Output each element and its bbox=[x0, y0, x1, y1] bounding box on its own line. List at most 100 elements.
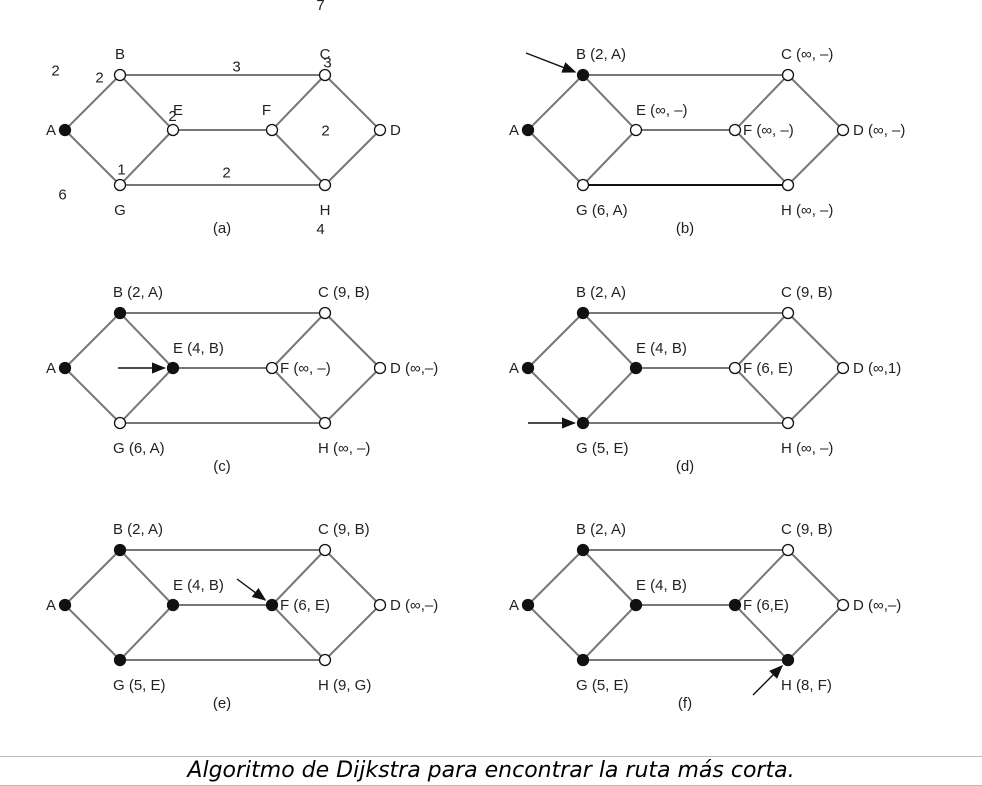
node-A bbox=[521, 361, 535, 375]
panel-f: A B (2, A) C (9, B) D (∞,–) E (4, B) F (6,E) G… bbox=[509, 521, 901, 712]
edge-weight-H-D: 2 bbox=[321, 123, 329, 140]
edge-weight-A-B: 2 bbox=[51, 63, 59, 80]
node-label-F: F (6, E) bbox=[280, 597, 330, 614]
node-F bbox=[265, 361, 279, 375]
edge-G-E bbox=[119, 367, 174, 424]
edge-A-B bbox=[527, 312, 584, 369]
node-D bbox=[836, 123, 850, 137]
edge-C-D bbox=[787, 549, 844, 606]
edge-weight-G-H: 4 bbox=[316, 221, 324, 238]
node-label-C: C (9, B) bbox=[781, 521, 833, 538]
node-A bbox=[58, 361, 72, 375]
edge-C-D bbox=[787, 74, 844, 131]
node-F bbox=[728, 361, 742, 375]
edge-B-E bbox=[119, 549, 174, 606]
edge-G-E bbox=[119, 129, 174, 186]
node-C bbox=[318, 68, 332, 82]
edge-weight-C-D: 3 bbox=[323, 55, 331, 72]
node-label-A: A bbox=[509, 360, 519, 377]
edge-weight-B-C: 7 bbox=[316, 0, 324, 14]
node-A bbox=[58, 123, 72, 137]
node-G bbox=[576, 178, 590, 192]
edge-F-C bbox=[734, 312, 789, 369]
edge-A-B bbox=[527, 549, 584, 606]
node-label-D: D (∞,–) bbox=[853, 597, 901, 614]
node-label-H: H (∞, –) bbox=[781, 202, 833, 219]
edge-G-E bbox=[119, 604, 174, 661]
node-H bbox=[318, 653, 332, 667]
node-F bbox=[728, 598, 742, 612]
node-label-B: B (2, A) bbox=[113, 521, 163, 538]
node-label-C: C (9, B) bbox=[318, 521, 370, 538]
edge-G-E bbox=[582, 367, 637, 424]
edge-F-C bbox=[271, 549, 326, 606]
node-C bbox=[781, 68, 795, 82]
node-label-D: D (∞,–) bbox=[390, 360, 438, 377]
node-D bbox=[373, 598, 387, 612]
node-label-H: H (9, G) bbox=[318, 677, 371, 694]
node-label-F: F (∞, –) bbox=[280, 360, 331, 377]
node-label-A: A bbox=[509, 122, 519, 139]
node-label-G: G bbox=[114, 202, 126, 219]
node-label-E: E (4, B) bbox=[173, 577, 224, 594]
edge-H-D bbox=[324, 129, 381, 186]
node-label-F: F bbox=[262, 102, 271, 119]
panel-d: A B (2, A) C (9, B) D (∞,1) E (4, B) F (6, E)… bbox=[509, 284, 901, 475]
node-label-D: D (∞,–) bbox=[390, 597, 438, 614]
edge-B-E bbox=[119, 74, 174, 131]
node-label-A: A bbox=[509, 597, 519, 614]
figure-caption: Algoritmo de Dijkstra para encontrar la … bbox=[187, 758, 795, 783]
panel-a: 2 6 7 2 1 2 3 2 3 2 4 A B C D E F G H (a) bbox=[46, 0, 401, 238]
current-node-arrow bbox=[525, 52, 577, 73]
node-label-G: G (6, A) bbox=[576, 202, 628, 219]
edge-A-G bbox=[64, 367, 121, 424]
node-label-G: G (5, E) bbox=[113, 677, 166, 694]
node-label-E: E (4, B) bbox=[636, 340, 687, 357]
edge-A-G bbox=[64, 129, 121, 186]
edge-H-D bbox=[787, 129, 844, 186]
node-A bbox=[521, 598, 535, 612]
node-E bbox=[629, 361, 643, 375]
edge-B-E bbox=[119, 312, 174, 369]
node-E bbox=[629, 123, 643, 137]
current-node-arrow bbox=[236, 578, 267, 601]
dijkstra-figure: 2 6 7 2 1 2 3 2 3 2 4 A B C D E F G H (a) A B (2, A) C (∞, –) D… bbox=[46, 0, 905, 712]
node-F bbox=[265, 123, 279, 137]
node-label-B: B (2, A) bbox=[576, 521, 626, 538]
node-label-B: B (2, A) bbox=[576, 46, 626, 63]
node-H bbox=[781, 653, 795, 667]
node-label-G: G (6, A) bbox=[113, 440, 165, 457]
edge-F-C bbox=[734, 549, 789, 606]
node-C bbox=[781, 543, 795, 557]
node-H bbox=[781, 416, 795, 430]
edge-H-D bbox=[324, 367, 381, 424]
edge-F-C bbox=[734, 74, 789, 131]
node-label-A: A bbox=[46, 597, 56, 614]
node-label-E: E bbox=[173, 102, 183, 119]
edge-weight-A-G: 6 bbox=[58, 187, 66, 204]
node-label-H: H bbox=[320, 202, 331, 219]
edge-A-G bbox=[527, 604, 584, 661]
node-G bbox=[576, 416, 590, 430]
panel-caption-f: (f) bbox=[678, 695, 692, 712]
node-F bbox=[728, 123, 742, 137]
edge-F-H bbox=[734, 129, 789, 186]
node-C bbox=[318, 543, 332, 557]
edge-A-G bbox=[64, 604, 121, 661]
node-B bbox=[113, 68, 127, 82]
node-E bbox=[166, 598, 180, 612]
edge-H-D bbox=[787, 604, 844, 661]
node-label-G: G (5, E) bbox=[576, 440, 629, 457]
edge-F-C bbox=[271, 312, 326, 369]
node-label-D: D (∞,1) bbox=[853, 360, 901, 377]
edge-weight-F-H: 2 bbox=[222, 165, 230, 182]
node-label-B: B bbox=[115, 46, 125, 63]
edge-G-E bbox=[582, 129, 637, 186]
node-label-G: G (5, E) bbox=[576, 677, 629, 694]
panel-caption-d: (d) bbox=[676, 458, 694, 475]
edge-A-B bbox=[64, 74, 121, 131]
node-D bbox=[373, 123, 387, 137]
edge-A-B bbox=[64, 549, 121, 606]
edge-A-B bbox=[64, 312, 121, 369]
panel-caption-b: (b) bbox=[676, 220, 694, 237]
